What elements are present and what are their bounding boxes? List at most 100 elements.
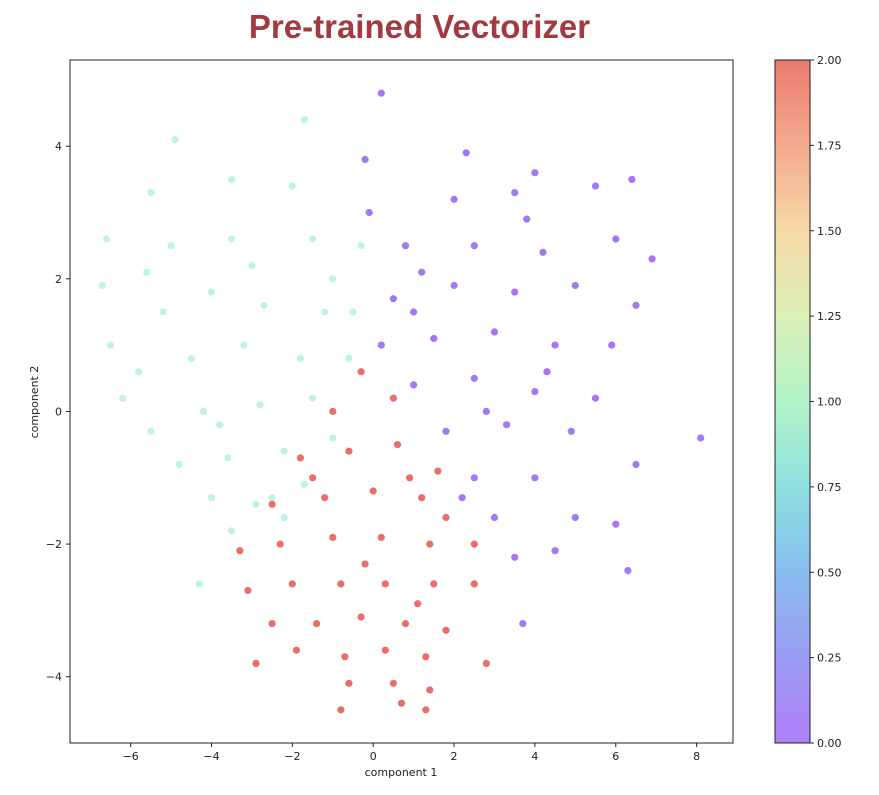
- x-tick-label: −2: [284, 750, 300, 763]
- data-point-cluster-1: [268, 494, 276, 502]
- y-tick-label: −4: [46, 671, 62, 684]
- data-point-cluster-2: [329, 533, 337, 542]
- data-point-cluster-1: [224, 454, 232, 462]
- x-tick-label: −4: [203, 750, 219, 763]
- data-point-cluster-2: [422, 653, 430, 661]
- data-point-cluster-2: [268, 500, 276, 508]
- data-point-cluster-2: [442, 626, 450, 634]
- data-point-cluster-0: [543, 368, 551, 376]
- data-point-cluster-1: [199, 407, 207, 415]
- data-point-cluster-1: [329, 434, 337, 442]
- data-point-cluster-2: [470, 540, 478, 548]
- plot-area-frame: [69, 59, 734, 744]
- data-point-cluster-1: [256, 401, 264, 409]
- data-point-cluster-1: [143, 268, 151, 276]
- data-point-cluster-2: [377, 533, 385, 542]
- colorbar-tick-label: 1.75: [817, 139, 842, 152]
- data-point-cluster-0: [401, 242, 410, 250]
- data-point-cluster-1: [135, 368, 143, 376]
- data-point-cluster-1: [280, 447, 288, 455]
- y-axis: −4 −2 0 2 4: [46, 140, 70, 684]
- data-point-cluster-0: [571, 281, 579, 290]
- colorbar-tick-label: 0.00: [817, 737, 842, 750]
- x-tick-label: 6: [612, 750, 619, 763]
- data-point-cluster-2: [357, 613, 365, 621]
- data-point-cluster-1: [207, 288, 216, 296]
- data-point-cluster-0: [442, 427, 450, 435]
- colorbar-tick-label: 0.50: [817, 566, 842, 579]
- data-point-cluster-2: [430, 580, 438, 588]
- data-point-cluster-1: [300, 116, 309, 124]
- data-point-cluster-1: [216, 421, 224, 429]
- data-point-cluster-2: [381, 646, 389, 654]
- colorbar-tick-label: 0.25: [817, 652, 842, 665]
- data-point-cluster-0: [503, 421, 511, 429]
- data-point-cluster-2: [345, 447, 353, 455]
- y-tick-label: 0: [55, 405, 62, 418]
- data-point-cluster-0: [511, 553, 519, 561]
- data-point-cluster-1: [207, 494, 216, 502]
- data-point-cluster-1: [260, 301, 268, 309]
- x-tick-label: 4: [531, 750, 538, 763]
- y-axis-label: component 2: [28, 366, 41, 439]
- data-point-cluster-2: [426, 686, 434, 694]
- data-point-cluster-0: [470, 374, 478, 382]
- data-point-cluster-1: [175, 460, 183, 469]
- data-point-cluster-1: [329, 275, 337, 283]
- data-point-cluster-0: [430, 334, 438, 343]
- data-point-cluster-0: [458, 494, 466, 502]
- data-point-cluster-0: [410, 381, 418, 389]
- data-point-cluster-0: [612, 235, 620, 243]
- data-point-cluster-1: [309, 235, 317, 243]
- data-point-cluster-0: [450, 281, 458, 290]
- data-point-cluster-0: [632, 301, 640, 309]
- colorbar-tick-label: 1.00: [817, 396, 842, 409]
- colorbar-tick-label: 0.75: [817, 481, 842, 494]
- data-point-cluster-0: [361, 155, 369, 164]
- colorbar: [774, 59, 811, 744]
- data-point-cluster-0: [490, 328, 499, 336]
- data-point-cluster-2: [418, 494, 426, 502]
- data-point-cluster-2: [337, 706, 345, 714]
- data-point-cluster-2: [482, 659, 490, 668]
- data-point-cluster-2: [329, 407, 337, 415]
- data-point-cluster-1: [147, 427, 155, 435]
- data-point-cluster-0: [511, 288, 519, 296]
- data-point-cluster-2: [313, 620, 321, 628]
- data-point-cluster-1: [309, 394, 317, 402]
- data-point-cluster-2: [357, 368, 365, 376]
- data-point-cluster-0: [539, 248, 547, 256]
- data-point-cluster-2: [337, 580, 345, 588]
- data-point-cluster-0: [418, 268, 426, 276]
- colorbar-tick-label: 1.50: [817, 225, 842, 238]
- data-point-cluster-1: [119, 394, 127, 402]
- x-tick-label: −6: [123, 750, 139, 763]
- data-point-cluster-0: [531, 474, 539, 482]
- data-point-cluster-2: [292, 646, 300, 654]
- data-point-cluster-2: [236, 547, 244, 555]
- y-tick-label: 2: [55, 273, 62, 286]
- data-point-cluster-1: [357, 242, 365, 250]
- data-point-cluster-0: [531, 169, 539, 177]
- data-point-cluster-1: [228, 527, 236, 535]
- data-point-cluster-1: [228, 175, 236, 183]
- data-point-cluster-2: [252, 659, 260, 668]
- data-point-cluster-1: [98, 281, 106, 290]
- data-point-cluster-0: [450, 195, 458, 203]
- data-point-cluster-2: [389, 679, 397, 687]
- data-point-cluster-1: [147, 189, 155, 197]
- colorbar-axis: 0.00 0.25 0.50 0.75 1.00 1.25 1.50 1.75 2.00: [810, 54, 842, 750]
- data-point-cluster-1: [102, 235, 110, 243]
- data-point-cluster-0: [697, 434, 705, 442]
- data-point-cluster-2: [397, 699, 406, 707]
- data-point-cluster-2: [276, 540, 284, 548]
- data-point-cluster-1: [240, 341, 248, 349]
- data-point-cluster-2: [406, 474, 414, 482]
- data-point-cluster-0: [470, 242, 478, 250]
- data-point-cluster-1: [300, 480, 309, 488]
- data-point-cluster-2: [296, 454, 304, 462]
- data-point-cluster-0: [482, 407, 490, 415]
- data-point-cluster-1: [187, 354, 195, 362]
- data-point-cluster-2: [401, 620, 410, 628]
